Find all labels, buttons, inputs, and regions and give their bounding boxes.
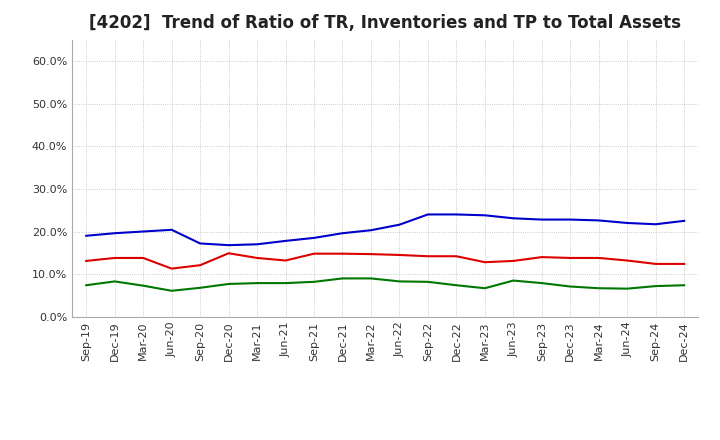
Trade Receivables [225,251,233,256]
Inventories [566,217,575,222]
Trade Payables [652,283,660,289]
Inventories [509,216,518,221]
Trade Payables [623,286,631,291]
Trade Receivables [623,258,631,263]
Inventories [167,227,176,232]
Inventories [338,231,347,236]
Inventories [452,212,461,217]
Inventories [480,213,489,218]
Trade Payables [338,276,347,281]
Inventories [110,231,119,236]
Trade Receivables [310,251,318,257]
Inventories [82,233,91,238]
Inventories [537,217,546,222]
Trade Receivables [139,255,148,260]
Inventories [282,238,290,243]
Line: Inventories: Inventories [86,214,684,245]
Trade Payables [480,286,489,291]
Line: Trade Receivables: Trade Receivables [86,253,684,268]
Trade Payables [82,282,91,288]
Trade Receivables [423,253,432,259]
Trade Receivables [282,258,290,263]
Trade Receivables [338,251,347,257]
Trade Receivables [196,263,204,268]
Inventories [196,241,204,246]
Trade Receivables [537,254,546,260]
Inventories [652,222,660,227]
Inventories [623,220,631,226]
Inventories [680,218,688,224]
Trade Payables [509,278,518,283]
Inventories [366,227,375,233]
Trade Payables [566,284,575,289]
Trade Payables [282,280,290,286]
Trade Payables [366,276,375,281]
Trade Payables [139,283,148,288]
Trade Payables [395,279,404,284]
Trade Payables [225,281,233,286]
Inventories [253,242,261,247]
Inventories [395,222,404,227]
Trade Receivables [595,255,603,260]
Trade Payables [167,288,176,293]
Trade Receivables [253,255,261,260]
Inventories [225,242,233,248]
Trade Payables [680,282,688,288]
Trade Payables [253,280,261,286]
Trade Payables [110,279,119,284]
Trade Receivables [652,261,660,267]
Inventories [139,229,148,234]
Line: Trade Payables: Trade Payables [86,279,684,291]
Trade Receivables [395,252,404,257]
Trade Receivables [167,266,176,271]
Trade Receivables [366,252,375,257]
Trade Payables [423,279,432,285]
Trade Receivables [566,255,575,260]
Trade Receivables [82,258,91,264]
Trade Receivables [110,255,119,260]
Trade Receivables [680,261,688,267]
Inventories [310,235,318,241]
Trade Payables [196,285,204,290]
Trade Payables [310,279,318,285]
Inventories [423,212,432,217]
Trade Receivables [509,258,518,264]
Trade Payables [452,282,461,288]
Trade Receivables [480,260,489,265]
Title: [4202]  Trend of Ratio of TR, Inventories and TP to Total Assets: [4202] Trend of Ratio of TR, Inventories… [89,15,681,33]
Trade Payables [537,280,546,286]
Trade Payables [595,286,603,291]
Trade Receivables [452,253,461,259]
Inventories [595,218,603,223]
